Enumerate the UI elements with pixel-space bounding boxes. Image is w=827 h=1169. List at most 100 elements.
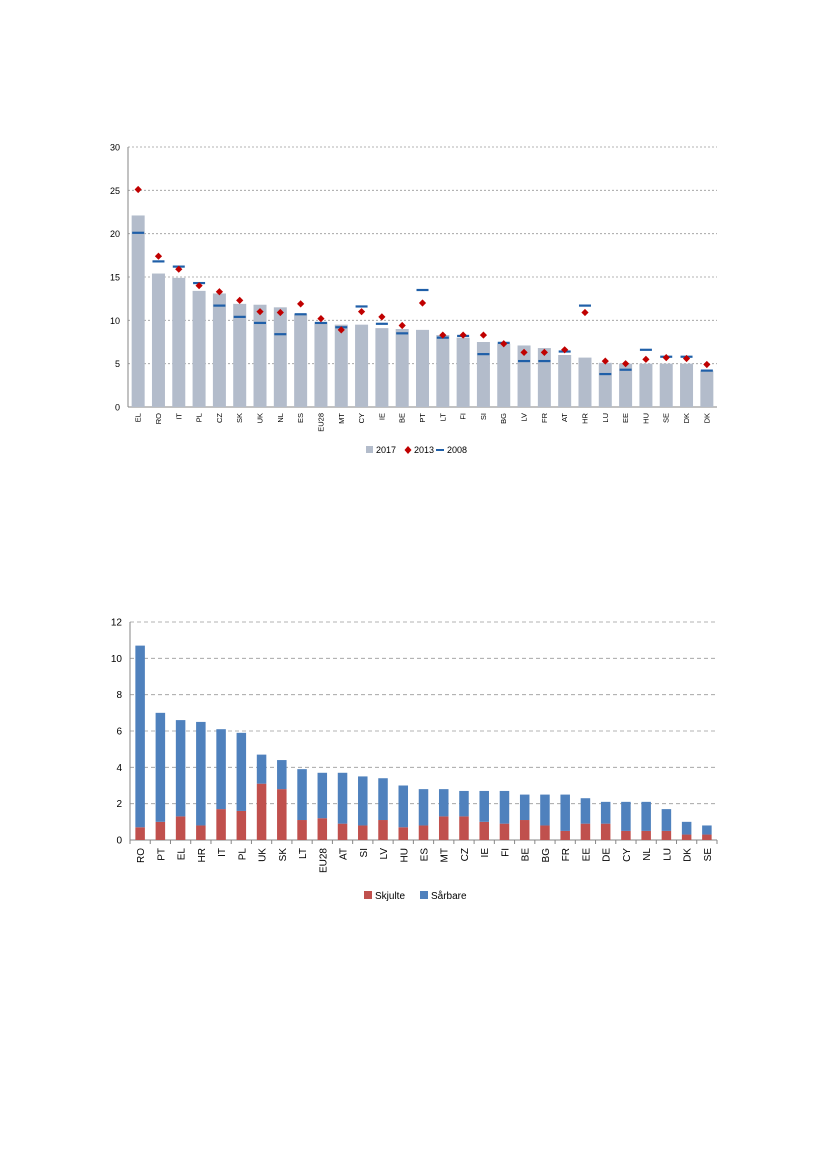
marker-2013 [398, 321, 406, 330]
x-tick-label: IT [174, 413, 183, 420]
bar-2017 [395, 329, 409, 407]
x-tick-label: SE [662, 413, 671, 423]
x-tick-label: PL [195, 413, 204, 422]
bar-2017 [700, 370, 714, 407]
bar-2017 [497, 343, 511, 407]
marker-2013 [561, 346, 569, 354]
x-tick-label: UK [256, 413, 265, 423]
y-tick-label: 30 [110, 143, 120, 153]
legend-label-2013: 2013 [414, 445, 434, 455]
bar-2017 [131, 215, 145, 407]
bar-sarbare [702, 825, 712, 835]
bar-sarbare [499, 790, 510, 824]
bar-sarbare [256, 754, 267, 784]
x-tick-label: IT [217, 848, 228, 857]
marker-2013 [540, 348, 548, 356]
bar-sarbare [378, 778, 388, 821]
marker-2013 [479, 331, 488, 339]
bar-2017 [578, 357, 592, 407]
x-tick-label: EU28 [316, 413, 325, 432]
marker-2013 [236, 296, 244, 304]
bar-skjulte [196, 825, 206, 840]
y-tick-label: 6 [116, 727, 122, 738]
chart-2: 0 2 4 6 8 10 12 RO PT EL HR IT PL UK SK LT EU28 AT SI LV HU E… [0, 600, 827, 920]
bar-skjulte [297, 820, 307, 840]
x-tick-label: EE [581, 848, 592, 862]
bar-2017 [233, 303, 247, 407]
legend: Skjulte Sårbare [364, 890, 467, 902]
x-tick-label: LT [298, 848, 309, 859]
x-tick-label: AT [339, 848, 350, 860]
bar-sarbare [580, 798, 591, 824]
x-tick-label: AT [560, 413, 569, 422]
y-tick-label: 0 [116, 836, 122, 847]
marker-2013 [703, 360, 711, 369]
legend-swatch-2017 [366, 446, 373, 453]
chart-2-svg: 0 2 4 6 8 10 12 RO PT EL HR IT PL UK SK LT EU28 AT SI LV HU E… [111, 618, 718, 902]
bar-2017 [334, 324, 348, 407]
x-tick-label: NL [642, 848, 653, 861]
bar-sarbare [560, 794, 570, 831]
x-tick-label: CY [622, 848, 633, 862]
bar-sarbare [459, 790, 469, 817]
legend-swatch-2013 [404, 446, 412, 454]
x-tick-label: SK [278, 848, 289, 862]
y-tick-label: 10 [110, 316, 120, 326]
bar-2017 [192, 290, 206, 407]
bar-sarbare [438, 789, 449, 817]
x-tick-label: IE [377, 413, 386, 420]
bar-sarbare [175, 720, 186, 817]
bar-2017 [172, 277, 186, 407]
x-tick-label: CY [357, 413, 366, 423]
marker-2013 [276, 308, 284, 317]
bar-skjulte [621, 830, 631, 840]
legend-label-2008: 2008 [447, 445, 467, 455]
x-tick-label: DK [702, 413, 711, 423]
marker-2013 [581, 308, 589, 317]
bar-skjulte [337, 823, 348, 840]
x-tick-label: HU [641, 413, 650, 424]
marker-2013 [256, 308, 264, 316]
bar-2017 [294, 314, 308, 407]
y-tick-label: 20 [110, 229, 120, 239]
marker-2013 [500, 340, 508, 348]
bar-skjulte [540, 825, 550, 840]
bar-skjulte [459, 816, 469, 840]
x-tick-label: FI [459, 413, 468, 420]
bar-sarbare [540, 794, 550, 826]
x-tick-label: NL [276, 413, 285, 423]
marker-2013 [297, 300, 305, 308]
bar-skjulte [661, 830, 672, 840]
x-tick-label: EU28 [318, 848, 329, 873]
bar-skjulte [175, 816, 186, 840]
x-tick-label: RO [136, 848, 147, 863]
x-tick-label: DK [682, 413, 691, 423]
x-tick-label: CZ [460, 848, 471, 861]
bar-skjulte [600, 823, 611, 840]
marker-2013 [215, 288, 223, 296]
chart-1: 0 5 10 15 20 25 30 EL RO IT PL CZ SK UK NL ES EU28 MT CY IE… [0, 0, 827, 480]
bar-sarbare [621, 801, 631, 831]
bar-skjulte [641, 830, 651, 840]
bar-skjulte [681, 834, 692, 840]
bar-2017 [253, 304, 267, 407]
x-tick-label: UK [258, 848, 269, 862]
x-tick-label: HR [197, 848, 208, 862]
bar-2017 [639, 363, 653, 407]
bar-sarbare [216, 729, 226, 810]
bar-sarbare [479, 790, 489, 822]
marker-2013 [622, 360, 630, 368]
x-tick-label: BE [398, 413, 407, 423]
marker-2013 [357, 308, 366, 316]
y-tick-label: 25 [110, 186, 120, 196]
x-tick-label: BG [499, 413, 508, 424]
x-tick-label: PL [237, 848, 248, 861]
bar-skjulte [358, 825, 368, 840]
legend-swatch-skjulte [364, 891, 372, 899]
bar-2017 [598, 362, 612, 407]
bar-2017 [355, 324, 369, 407]
bar-skjulte [580, 823, 591, 840]
bar-2017 [314, 322, 328, 407]
bar-sarbare [236, 732, 247, 811]
x-tick-label: BE [521, 848, 532, 862]
